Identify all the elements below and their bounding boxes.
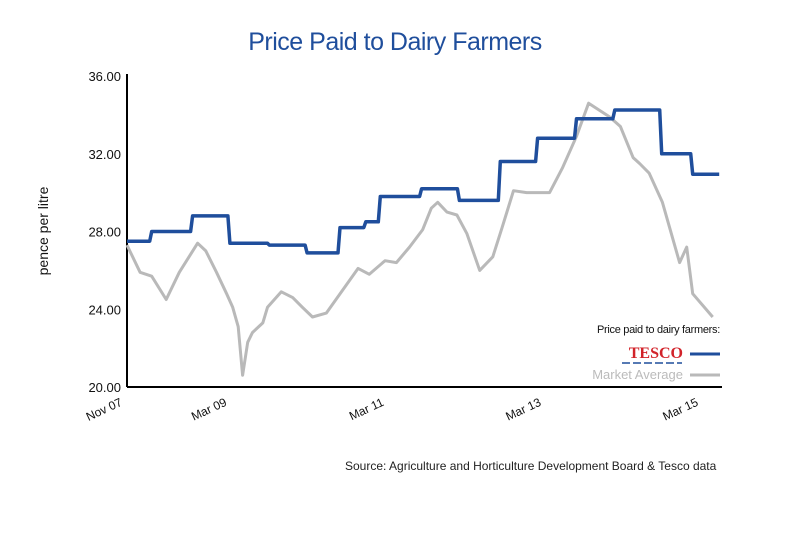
series-line-tesco: [127, 108, 720, 255]
x-tick-label: Mar 13: [503, 395, 543, 424]
x-tick-label: Mar 15: [661, 395, 701, 424]
y-tick-label: 20.00: [88, 380, 121, 395]
chart-title: Price Paid to Dairy Farmers: [248, 28, 542, 56]
legend-label-market-average: Market Average: [592, 367, 683, 382]
y-tick-label: 24.00: [88, 302, 121, 317]
y-axis-label: pence per litre: [35, 186, 51, 275]
y-tick-label: 32.00: [88, 147, 121, 162]
x-tick-label: Nov 07: [84, 395, 125, 424]
y-tick-label: 36.00: [88, 69, 121, 84]
legend-heading: Price paid to dairy farmers:: [597, 324, 720, 336]
legend-label-tesco: TESCO: [629, 345, 683, 362]
source-note: Source: Agriculture and Horticulture Dev…: [345, 459, 717, 473]
series-line-market-average: [125, 101, 714, 377]
x-tick-label: Mar 11: [347, 395, 386, 423]
y-tick-label: 28.00: [88, 225, 121, 240]
x-tick-label: Mar 09: [189, 395, 229, 424]
